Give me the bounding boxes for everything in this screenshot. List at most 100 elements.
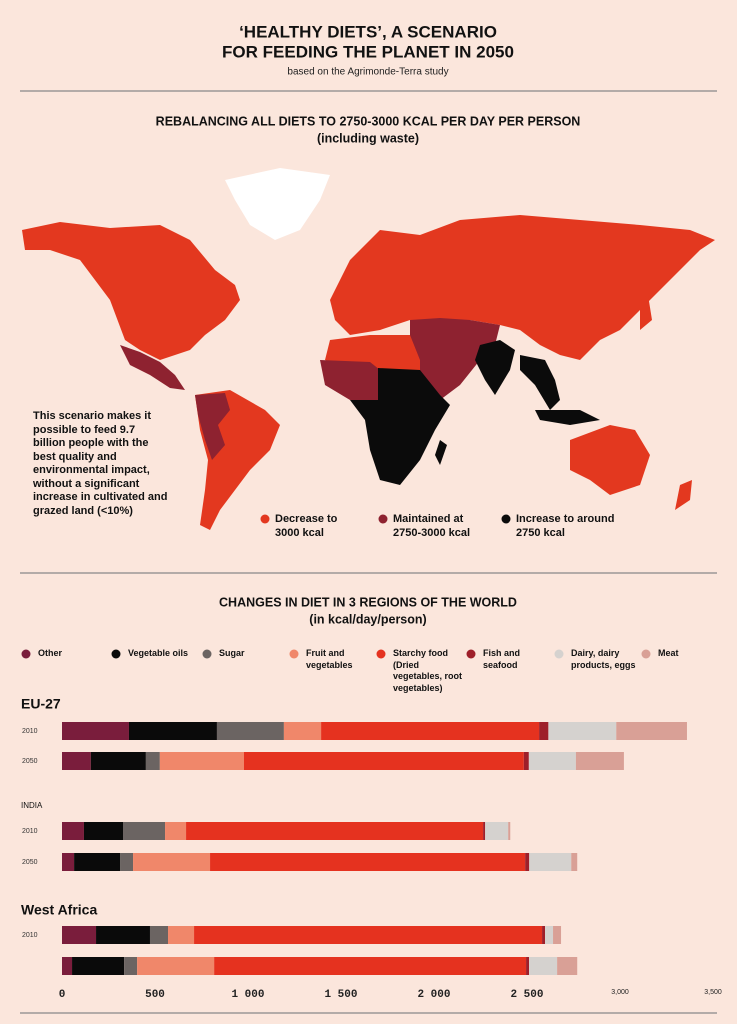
bar-segment [616,722,687,740]
map-note: This scenario makes it possible to feed … [33,410,168,517]
bar-segment [210,853,526,871]
map-legend-label: Maintained at 2750-3000 kcal [393,513,471,539]
legend-dot [202,649,212,659]
legend-label: Meat [658,648,679,658]
bar-segment [548,722,617,740]
region [520,355,560,410]
bar-segment [194,926,543,944]
bar-segment [149,926,169,944]
region [570,425,650,495]
year-label: 2010 [22,728,38,735]
bar-segment [168,926,195,944]
bar-segment [216,722,284,740]
bar-segment [123,822,166,840]
world-map [22,168,715,530]
x-tick-label: 1 500 [324,989,357,1001]
x-tick-label: 1 000 [231,989,264,1001]
bar-segment [62,926,97,944]
bar-segment [557,957,578,975]
legend-label: Fish and seafood [483,648,521,670]
year-label: 2050 [22,758,38,765]
region [350,368,450,485]
bar-segment [525,853,530,871]
bar-segment [62,822,84,840]
region [22,222,240,360]
region [330,215,715,360]
title-line: ‘HEALTHY DIETS’, A SCENARIO [239,22,497,41]
map-subtitle: (including waste) [317,131,419,145]
bar-segment [128,722,217,740]
bar-segment [137,957,215,975]
region [410,318,500,400]
map-title: REBALANCING ALL DIETS TO 2750-3000 KCAL … [156,114,581,128]
x-tick-label: 3,000 [611,989,629,996]
region [195,393,230,460]
chart-title: CHANGES IN DIET IN 3 REGIONS OF THE WORL… [219,595,517,609]
region [535,410,600,425]
region [675,480,692,510]
bar-segment [483,822,486,840]
bar-segment [243,752,524,770]
bar-segment [545,926,554,944]
legend-label: Dairy, dairy products, eggs [571,648,636,670]
bar-segment [74,853,121,871]
year-label: 2050 [22,859,38,866]
greenland [225,168,330,240]
bar-segment [120,853,134,871]
bar-segment [553,926,562,944]
x-tick-label: 2 500 [510,989,543,1001]
bar-segment [539,722,549,740]
legend-dot [641,649,651,659]
legend-dot [289,649,299,659]
bar-segment [575,752,624,770]
region [640,295,652,330]
bar-segment [165,822,187,840]
bar-segment [283,722,322,740]
bar-segment [96,926,150,944]
map-legend-dot [501,514,511,524]
bar-segment [508,822,511,840]
title-line: FOR FEEDING THE PLANET IN 2050 [222,42,514,61]
map-legend-label: Increase to around 2750 kcal [516,513,615,539]
subtitle: based on the Agrimonde-Terra study [287,67,448,78]
bar-segment [145,752,160,770]
chart-subtitle: (in kcal/day/person) [309,612,426,626]
legend-dot [554,649,564,659]
legend-label: Vegetable oils [128,648,189,658]
legend-dot [466,649,476,659]
group-label: EU-27 [21,696,61,712]
region [320,360,390,400]
bar-segment [523,752,529,770]
bar-segment [124,957,138,975]
bar-segment [214,957,527,975]
bar-segment [526,957,530,975]
bar-segment [133,853,211,871]
region [475,340,515,395]
bar-segment [72,957,125,975]
map-legend-label: Decrease to 3000 kcal [275,513,338,539]
legend-label: Sugar [219,648,245,658]
legend-label: Other [38,648,63,658]
region [435,440,447,465]
bar-segment [528,752,576,770]
group-label: West Africa [21,902,97,918]
year-label: 2010 [22,932,38,939]
legend-label: Fruit and vegetables [306,648,353,670]
bar-segment [529,853,572,871]
legend-dot [376,649,386,659]
year-label: 2010 [22,828,38,835]
x-tick-label: 0 [59,989,66,1001]
legend-dot [21,649,31,659]
bar-segment [83,822,124,840]
bar-segment [62,752,91,770]
legend-label: Starchy food (Dried vegetables, root veg… [393,648,463,693]
bar-segment [542,926,546,944]
bar-segment [485,822,509,840]
bar-segment [62,853,75,871]
bar-segment [62,722,129,740]
x-tick-label: 2 000 [417,989,450,1001]
legend-dot [111,649,121,659]
map-legend-dot [378,514,388,524]
bar-segment [321,722,540,740]
